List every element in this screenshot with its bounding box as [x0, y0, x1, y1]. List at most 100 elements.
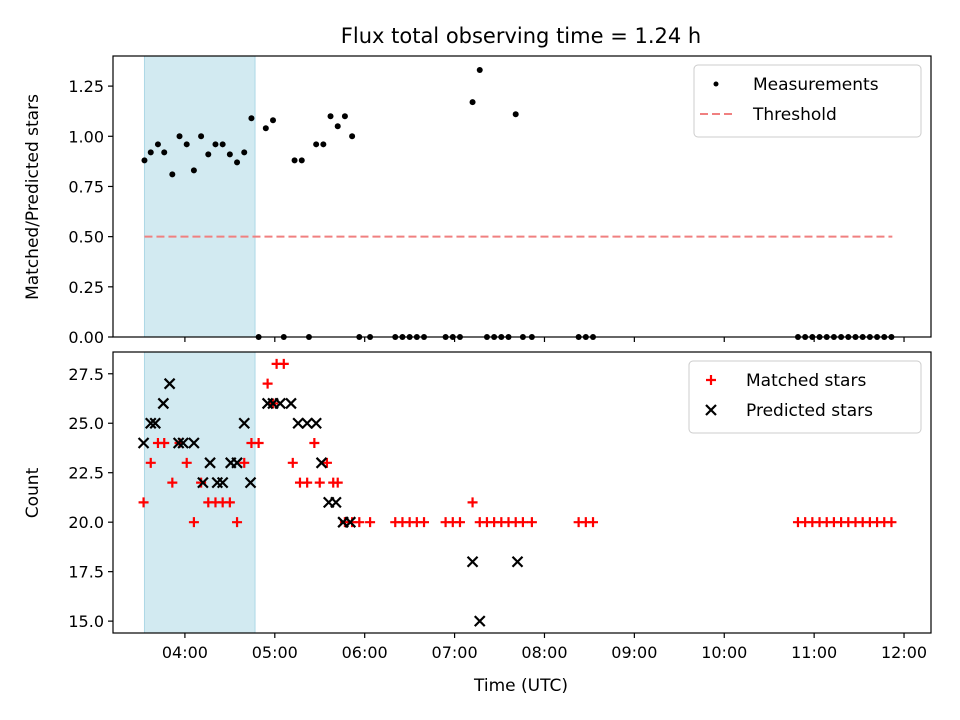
measurement-point [248, 115, 255, 122]
matched-star-point [232, 517, 243, 528]
matched-star-point [419, 517, 430, 528]
y-tick-label: 1.00 [68, 127, 104, 146]
predicted-star-point [238, 417, 251, 430]
predicted-star-point [172, 437, 185, 449]
measurement-point [327, 113, 334, 120]
legend-predicted-marker [705, 404, 717, 416]
matched-star-point [314, 477, 325, 488]
y-tick-label: 0.50 [68, 228, 104, 247]
legend-box [688, 360, 922, 434]
matched-star-point [354, 517, 365, 528]
y-tick-label: 27.5 [68, 365, 104, 384]
predicted-star-point [149, 417, 162, 430]
predicted-star-point [231, 457, 243, 469]
predicted-star-point [204, 457, 216, 469]
matched-star-point [526, 517, 537, 528]
measurement-point [219, 141, 226, 148]
y-tick-label: 0.25 [68, 278, 104, 297]
matched-star-point [145, 457, 156, 468]
legend: Measurements Threshold [693, 64, 922, 138]
measurement-point [147, 149, 154, 156]
matched-star-point [159, 438, 170, 449]
matched-star-point [224, 497, 235, 508]
measurement-point [169, 171, 176, 178]
measurement-point [262, 125, 269, 132]
matched-star-point [188, 517, 199, 528]
measurement-point [212, 141, 219, 148]
measurement-point [176, 133, 183, 140]
measurement-point [205, 151, 212, 158]
matched-star-point [517, 517, 528, 528]
y-tick-label: 20.0 [68, 513, 104, 532]
measurement-point [476, 67, 483, 74]
ratio-y-axis-label: Matched/Predicted stars [23, 94, 43, 300]
measurement-point [226, 151, 233, 158]
predicted-star-point [177, 437, 189, 449]
measurement-point [334, 123, 341, 130]
predicted-star-point [473, 615, 486, 627]
predicted-star-point [244, 476, 257, 489]
matched-star-point [302, 477, 313, 488]
y-tick-label: 15.0 [68, 612, 104, 631]
measurement-point [469, 99, 476, 106]
measurement-point [161, 149, 168, 156]
matched-star-point [167, 477, 178, 488]
x-tick-label: 04:00 [162, 643, 208, 662]
predicted-star-point [157, 397, 170, 410]
measurement-point [298, 157, 305, 164]
predicted-star-point [285, 397, 297, 410]
matched-star-point [239, 457, 250, 468]
predicted-star-point [292, 417, 304, 430]
y-tick-label: 22.5 [68, 464, 104, 483]
y-tick-label: 17.5 [68, 563, 104, 582]
x-tick-label: 11:00 [791, 643, 837, 662]
predicted-star-point [310, 417, 322, 430]
matched-star-point [309, 438, 320, 449]
matched-star-point [253, 438, 264, 449]
matched-star-point [467, 497, 478, 508]
predicted-star-point [301, 417, 313, 430]
matched-star-point [886, 517, 897, 528]
y-tick-label: 0.75 [68, 177, 104, 196]
matched-star-point [588, 517, 599, 528]
x-tick-label: 09:00 [611, 643, 657, 662]
matched-star-point [332, 477, 343, 488]
y-tick-label: 25.0 [68, 414, 104, 433]
x-tick-label: 07:00 [432, 643, 478, 662]
measurement-point [141, 157, 148, 164]
measurement-point [341, 113, 348, 120]
predicted-star-point [315, 457, 328, 469]
legend-label: Threshold [752, 105, 837, 125]
matched-star-point [454, 517, 465, 528]
measurement-point [190, 167, 197, 174]
x-tick-label: 10:00 [701, 643, 747, 662]
predicted-star-point [511, 555, 524, 568]
matched-star-point [287, 457, 298, 468]
measurement-point [291, 157, 298, 164]
plot-frame [112, 55, 932, 338]
count-panel: 15.0 17.5 20.0 22.5 25.0 27.5 04:00 05:00 06:00 0… [68, 351, 932, 662]
y-tick-label: 1.25 [68, 77, 104, 96]
x-tick-label: 08:00 [521, 643, 567, 662]
observing-window-span [143, 351, 256, 634]
x-tick-label: 06:00 [342, 643, 388, 662]
matched-star-point [181, 457, 192, 468]
predicted-star-point [274, 397, 286, 410]
measurement-point [270, 117, 277, 124]
observing-window-span [143, 55, 256, 338]
measurement-point [512, 111, 519, 118]
predicted-star-point [344, 516, 357, 528]
legend-label: Matched stars [746, 371, 866, 391]
matched-star-point [365, 517, 376, 528]
x-tick-label: 05:00 [252, 643, 298, 662]
chart-title: Flux total observing time = 1.24 h [341, 24, 701, 48]
measurement-point [183, 141, 190, 148]
legend-box [693, 64, 922, 138]
predicted-star-point [330, 496, 342, 509]
legend-matched-marker [706, 375, 716, 385]
y-tick-label: 0.00 [68, 328, 104, 347]
measurement-point [154, 141, 161, 148]
legend: Matched stars Predicted stars [688, 360, 922, 434]
measurement-point [198, 133, 205, 140]
